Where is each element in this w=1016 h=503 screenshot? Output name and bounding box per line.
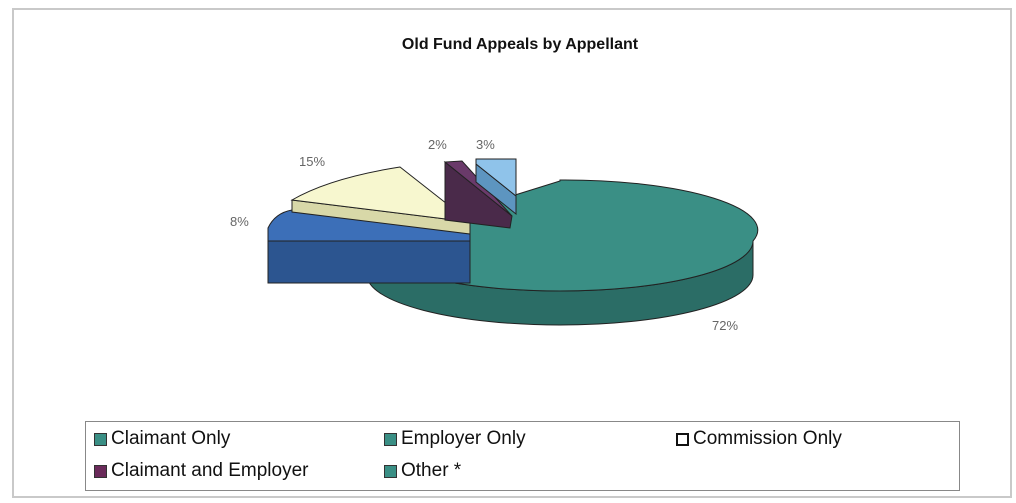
- legend-swatch-claimant-and-employer: [94, 464, 107, 478]
- legend-item-other: Other *: [384, 460, 461, 482]
- slice-3-top: [475, 158, 517, 198]
- label-3: 3%: [476, 137, 495, 152]
- slice-8-side: [267, 240, 471, 284]
- legend-label-claimant-only: Claimant Only: [111, 428, 231, 449]
- label-8: 8%: [230, 214, 249, 229]
- legend-label-claimant-and-employer: Claimant and Employer: [111, 460, 309, 481]
- label-2: 2%: [428, 137, 447, 152]
- legend-swatch-employer-only: [384, 432, 397, 446]
- legend-label-other: Other *: [401, 460, 462, 481]
- legend-swatch-claimant-only: [94, 432, 107, 446]
- slice-15-top: [290, 166, 472, 223]
- legend-item-employer-only: Employer Only: [384, 428, 526, 450]
- legend-swatch-other: [384, 464, 397, 478]
- chart-title: Old Fund Appeals by Appellant: [401, 36, 639, 53]
- legend-swatch-commission-only: [676, 432, 689, 446]
- legend-label-employer-only: Employer Only: [401, 428, 526, 449]
- legend-item-claimant-and-employer: Claimant and Employer: [94, 460, 308, 482]
- label-15: 15%: [299, 154, 325, 169]
- pie-chart: 72% 8% 15% 2% 3%: [230, 137, 759, 333]
- chart-legend: Claimant Only Employer Only Commission O…: [85, 421, 960, 491]
- label-72: 72%: [712, 318, 738, 333]
- legend-label-commission-only: Commission Only: [693, 428, 842, 449]
- legend-item-commission-only: Commission Only: [676, 428, 842, 450]
- legend-item-claimant-only: Claimant Only: [94, 428, 230, 450]
